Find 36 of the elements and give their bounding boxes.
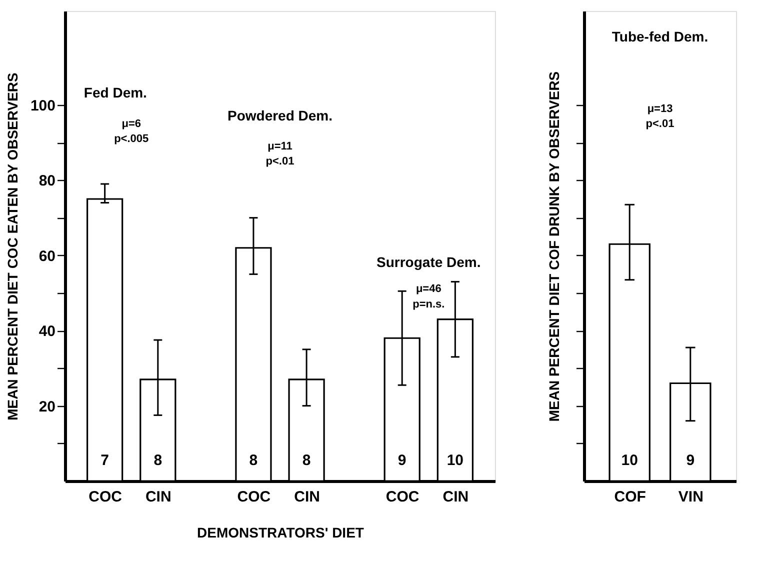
x-axis-title: DEMONSTRATORS' DIET [197,524,364,540]
annotation: 10 [621,452,638,469]
annotation: 8 [302,452,311,469]
x-tick-label: VIN [678,488,704,506]
x-tick-label: COC [237,488,271,506]
annotation: μ=13 [647,102,673,115]
y-axis-title: MEAN PERCENT DIET COC EATEN BY OBSERVERS [4,72,20,420]
x-tick-label: COC [88,488,122,506]
annotation: μ=6 [122,118,141,130]
x-tick-label: CIN [442,488,469,506]
y-tick-label: 40 [38,323,56,340]
y-axis-title: MEAN PERCENT DIET COF DRUNK BY OBSERVERS [546,71,562,422]
annotation: p<.01 [646,118,674,130]
x-tick-label: CIN [294,488,320,506]
y-tick-label: 20 [38,398,56,416]
annotation: Fed Dem. [84,84,147,101]
annotation: 9 [398,452,406,469]
annotation: 10 [446,452,464,469]
annotation: Surrogate Dem. [376,254,481,270]
annotation: 9 [686,452,695,469]
annotation: 8 [249,452,258,469]
annotation: p=n.s. [412,298,445,310]
annotation: μ=46 [416,283,442,296]
annotation: 7 [100,452,109,469]
annotation: p<.005 [114,132,149,145]
annotation: μ=11 [268,140,292,152]
x-tick-label: CIN [145,488,172,506]
annotation: 8 [154,452,162,469]
y-tick-label: 80 [38,172,56,190]
y-tick-label: 100 [30,98,56,114]
y-tick-label: 60 [38,248,56,265]
annotation: Powdered Dem. [227,107,333,124]
annotation: p<.01 [266,155,294,168]
annotation: Tube-fed Dem. [612,28,708,44]
x-tick-label: COC [386,488,420,506]
x-tick-label: COF [614,488,646,506]
